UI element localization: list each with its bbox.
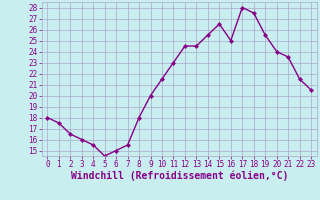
X-axis label: Windchill (Refroidissement éolien,°C): Windchill (Refroidissement éolien,°C) <box>70 171 288 181</box>
